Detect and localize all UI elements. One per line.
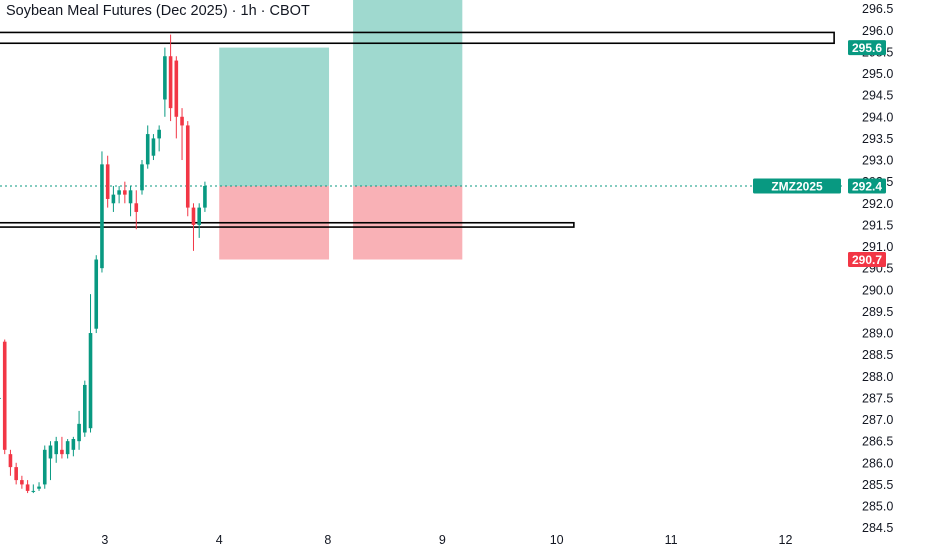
position-zones: [219, 0, 463, 260]
y-tick-label: 286.0: [862, 456, 893, 470]
y-tick-label: 287.0: [862, 413, 893, 427]
candle-body: [77, 423, 81, 442]
candle-body: [94, 259, 99, 329]
y-tick-label: 287.5: [862, 391, 893, 405]
candle-body: [42, 449, 47, 485]
candle-body: [151, 138, 156, 156]
y-tick-label: 290.0: [862, 283, 893, 297]
y-tick-label: 296.0: [862, 24, 893, 38]
y-tick-label: 289.5: [862, 305, 893, 319]
candle-body: [145, 134, 150, 165]
level-boxes: [0, 31, 835, 228]
x-tick-label: 12: [779, 533, 793, 547]
candle-body: [25, 484, 30, 491]
price-tag: [848, 178, 886, 194]
candle-body: [83, 384, 87, 433]
candle-body: [163, 56, 167, 100]
candle-body: [105, 164, 110, 199]
time-axis[interactable]: 3 4 8 9 10 11 12: [101, 533, 792, 547]
candle-body: [197, 207, 201, 225]
price-tags: 295.6 292.4 290.7 ZMZ2025: [753, 40, 886, 268]
candle-body: [31, 490, 36, 492]
candle-body: [8, 454, 13, 468]
candle-body: [88, 333, 93, 429]
profit-zone-1: [219, 47, 330, 186]
candle-body: [140, 164, 144, 191]
y-tick-label: 296.5: [862, 2, 893, 16]
y-tick-label: 293.5: [862, 132, 893, 146]
y-tick-label: 289.0: [862, 327, 893, 341]
candle-body: [20, 480, 24, 485]
candle-body: [174, 60, 179, 117]
y-tick-label: 294.0: [862, 110, 893, 124]
x-tick-label: 8: [324, 533, 331, 547]
candle-body: [168, 56, 173, 109]
y-tick-label: 284.5: [862, 521, 893, 535]
price-axis[interactable]: 284.5 285.0 285.5 286.0 286.5 287.0 287.5 288.0…: [862, 2, 893, 535]
candle-body: [60, 449, 64, 455]
candle-body: [123, 190, 127, 195]
candle-body: [128, 190, 133, 204]
x-tick-label: 3: [101, 533, 108, 547]
profit-zone-3: [353, 0, 463, 186]
candles: [0, 34, 207, 494]
y-tick-label: 291.0: [862, 240, 893, 254]
candle-body: [117, 190, 121, 195]
candle-body: [203, 185, 207, 208]
candle-body: [157, 129, 161, 139]
x-tick-label: 11: [665, 533, 678, 547]
y-tick-label: 295.0: [862, 67, 893, 81]
upper-level-box: [0, 31, 835, 45]
y-tick-label: 285.0: [862, 500, 893, 514]
candle-body: [111, 194, 116, 204]
candle-body: [185, 125, 190, 208]
y-tick-label: 286.5: [862, 435, 893, 449]
x-tick-label: 4: [216, 533, 223, 547]
candle-body: [191, 207, 196, 225]
price-tag: [848, 252, 886, 268]
price-tag-label: 295.6: [852, 41, 882, 55]
candle-body: [14, 467, 18, 481]
candle-body: [0, 397, 1, 399]
symbol-tag-label: ZMZ2025: [771, 179, 823, 193]
symbol-tag: [753, 178, 841, 194]
candle-body: [48, 445, 53, 459]
y-tick-label: 288.0: [862, 370, 893, 384]
candle-body: [180, 116, 184, 126]
y-tick-label: 294.5: [862, 89, 893, 103]
candle-body: [37, 486, 41, 489]
y-tick-label: 291.5: [862, 218, 893, 232]
y-tick-label: 292.0: [862, 197, 893, 211]
chart-title: Soybean Meal Futures (Dec 2025) · 1h · C…: [6, 3, 310, 19]
price-tag: [848, 40, 886, 56]
price-tag-label: 290.7: [852, 253, 882, 267]
price-tag-label: 292.4: [852, 179, 882, 193]
candle-body: [134, 203, 139, 212]
candle-body: [54, 441, 58, 455]
candle-body: [2, 341, 7, 450]
candle-body: [65, 441, 70, 455]
y-tick-label: 288.5: [862, 348, 893, 362]
y-tick-label: 285.5: [862, 478, 893, 492]
candle-body: [100, 164, 104, 269]
lower-level-box: [0, 221, 575, 228]
x-tick-label: 9: [439, 533, 446, 547]
candle-body: [71, 439, 76, 450]
y-tick-label: 293.0: [862, 154, 893, 168]
x-tick-label: 10: [550, 533, 564, 547]
